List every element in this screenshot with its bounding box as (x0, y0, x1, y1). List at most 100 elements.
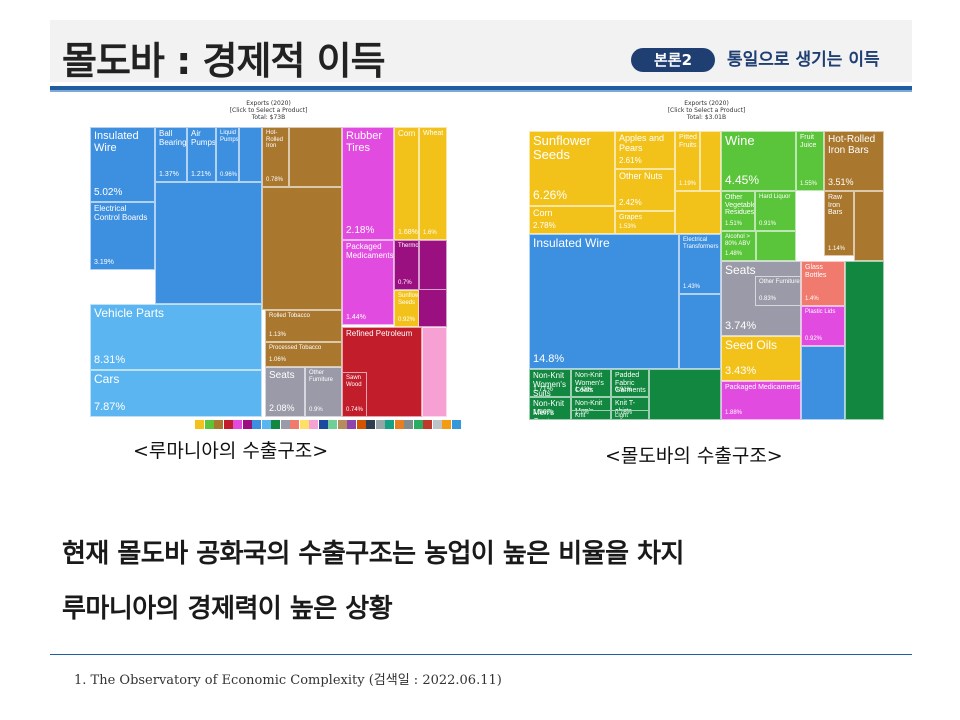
treemap-product-cell[interactable]: Hot-Rolled Iron 0.78% (262, 127, 289, 187)
legend-swatch[interactable] (242, 420, 252, 429)
treemap-product-cell[interactable]: Padded Fabric Garments 0.91% (611, 369, 649, 397)
treemap-product-cell[interactable]: Corn 1.68% (394, 127, 419, 240)
treemap-product-cell[interactable]: Hot-Rolled Iron Bars 3.51% (824, 131, 884, 191)
treemap-product-cell[interactable]: Non-Knit Women's Suits 1.71% (529, 369, 571, 397)
romania-caption: <루마니아의 수출구조> (133, 440, 329, 462)
treemap-product-cell[interactable]: Grapes 1.53% (615, 211, 675, 234)
treemap-product-cell[interactable]: Non-Knit Women's Coats 1.42% (571, 369, 611, 397)
treemap-product-cell[interactable]: Wine 4.45% (721, 131, 796, 191)
treemap-cell-label: Non-Knit Women's Suits (533, 371, 566, 397)
treemap-product-cell[interactable]: Electrical Transformers 1.43% (679, 234, 721, 294)
legend-swatch[interactable] (423, 420, 432, 429)
legend-swatch[interactable] (337, 420, 347, 429)
treemap-minor-product-cell[interactable] (649, 369, 721, 420)
legend-swatch[interactable] (252, 420, 261, 429)
treemap-product-cell[interactable]: Packaged Medicaments 1.88% (721, 381, 801, 420)
treemap-minor-product-cell[interactable] (845, 261, 884, 420)
treemap-cell-value: 1.14% (828, 246, 846, 252)
treemap-product-cell[interactable]: Raw Iron Bars 1.14% (824, 191, 854, 256)
legend-swatch[interactable] (442, 420, 451, 429)
treemap-minor-product-cell[interactable] (801, 346, 845, 420)
treemap-minor-product-cell[interactable] (155, 182, 262, 304)
legend-swatch[interactable] (385, 420, 394, 429)
legend-swatch[interactable] (318, 420, 328, 429)
legend-swatch[interactable] (280, 420, 290, 429)
legend-swatch[interactable] (223, 420, 233, 429)
treemap-product-cell[interactable]: Insulated Wire 5.02% (90, 127, 155, 202)
treemap-product-cell[interactable]: Seed Oils 3.43% (721, 336, 801, 381)
treemap-product-cell[interactable]: Thermostats 0.7% (394, 240, 419, 290)
treemap-product-cell[interactable]: Ball Bearings 1.37% (155, 127, 187, 182)
treemap-product-cell[interactable]: Corn 2.78% (529, 206, 615, 234)
treemap-product-cell[interactable]: Packaged Medicaments 1.44% (342, 240, 394, 325)
treemap-minor-product-cell[interactable] (419, 240, 447, 290)
treemap-product-cell[interactable]: Glass Bottles 1.4% (801, 261, 845, 306)
treemap-minor-product-cell[interactable] (422, 327, 447, 417)
treemap-cell-value: 1.13% (269, 332, 287, 338)
treemap-product-cell[interactable]: Rolled Tobacco 1.13% (265, 310, 342, 342)
legend-swatch[interactable] (290, 420, 299, 429)
legend-swatch[interactable] (366, 420, 375, 429)
treemap-product-cell[interactable]: Air Pumps 1.21% (187, 127, 216, 182)
legend-swatch[interactable] (261, 420, 271, 429)
legend-swatch[interactable] (233, 420, 242, 429)
treemap-cell-value: 6.26% (533, 188, 568, 202)
treemap-product-cell[interactable]: Apples and Pears 2.61% (615, 131, 675, 169)
treemap-minor-product-cell[interactable] (675, 191, 721, 234)
treemap-product-cell[interactable]: Other Vegetable Residues 1.51% (721, 191, 755, 231)
legend-swatch[interactable] (328, 420, 337, 429)
legend-swatch[interactable] (375, 420, 385, 429)
legend-swatch[interactable] (214, 420, 223, 429)
treemap-minor-product-cell[interactable] (854, 191, 884, 261)
treemap-product-cell[interactable]: Electrical Control Boards 3.19% (90, 202, 155, 270)
treemap-product-cell[interactable]: Knit Sweaters1.1% (571, 410, 611, 420)
legend-swatch[interactable] (394, 420, 404, 429)
treemap-product-cell[interactable]: Cars 7.87% (90, 370, 262, 417)
treemap-product-cell[interactable]: Hard Liquor 0.91% (755, 191, 796, 231)
treemap-product-cell[interactable]: Vehicle Parts 8.31% (90, 304, 262, 370)
treemap-subheading[interactable]: [Click to Select a Product] (667, 107, 746, 114)
legend-swatch[interactable] (299, 420, 309, 429)
legend-swatch[interactable] (356, 420, 366, 429)
treemap-minor-product-cell[interactable] (289, 127, 342, 187)
legend-swatch[interactable] (195, 420, 204, 429)
treemap-cell-value: 1.51% (725, 221, 743, 227)
treemap-minor-product-cell[interactable] (700, 131, 721, 191)
treemap-minor-product-cell[interactable] (262, 187, 342, 310)
treemap-product-cell[interactable]: Light Rubberized Knitted Fabric0.76% (611, 410, 649, 420)
treemap-product-cell[interactable]: Plastic Lids 0.92% (801, 306, 845, 346)
treemap-cell-value: 1.4% (805, 296, 819, 302)
treemap-product-cell[interactable]: Other Furniture 0.9% (305, 367, 342, 417)
legend-swatch[interactable] (204, 420, 214, 429)
treemap-product-cell[interactable]: Rubber Tires 2.18% (342, 127, 394, 240)
treemap-product-cell[interactable]: Fruit Juice 1.55% (796, 131, 824, 191)
treemap-subheading[interactable]: [Click to Select a Product] (229, 107, 308, 114)
treemap-cell-label: Pitted Fruits (679, 134, 697, 149)
treemap-minor-product-cell[interactable] (679, 294, 721, 369)
legend-swatch[interactable] (309, 420, 318, 429)
legend-swatch[interactable] (404, 420, 413, 429)
treemap-product-cell[interactable]: Alcohol > 80% ABV 1.48% (721, 231, 756, 261)
treemap-product-cell[interactable]: Other Furniture 0.83% (755, 276, 801, 306)
treemap-product-cell[interactable]: Other Nuts 2.42% (615, 169, 675, 211)
legend-swatch[interactable] (413, 420, 423, 429)
treemap-product-cell[interactable]: Insulated Wire 14.8% (529, 234, 679, 369)
legend-swatch[interactable] (432, 420, 442, 429)
treemap-cell-label: Sunflower Seeds (398, 293, 419, 306)
treemap-product-cell[interactable]: Sawn Wood 0.74% (342, 372, 367, 417)
treemap-product-cell[interactable]: Seats 2.08% (265, 367, 305, 417)
treemap-product-cell[interactable]: Wheat 1.6% (419, 127, 447, 240)
treemap-product-cell[interactable]: Processed Tobacco 1.06% (265, 342, 342, 367)
legend-swatch[interactable] (347, 420, 356, 429)
treemap-minor-product-cell[interactable] (756, 231, 796, 261)
treemap-minor-product-cell[interactable] (239, 127, 262, 182)
treemap-product-cell[interactable]: Sunflower Seeds 0.92% (394, 290, 419, 327)
legend-swatch[interactable] (451, 420, 461, 429)
treemap-product-cell[interactable]: Liquid Pumps 0.96% (216, 127, 239, 182)
treemap-product-cell[interactable]: Sunflower Seeds 6.26% (529, 131, 615, 206)
legend-swatch[interactable] (271, 420, 280, 429)
treemap-product-cell[interactable]: Pitted Fruits 1.19% (675, 131, 700, 191)
treemap-cell-label: Other Furniture (309, 370, 334, 383)
section-badge: 본론2 (631, 48, 715, 72)
